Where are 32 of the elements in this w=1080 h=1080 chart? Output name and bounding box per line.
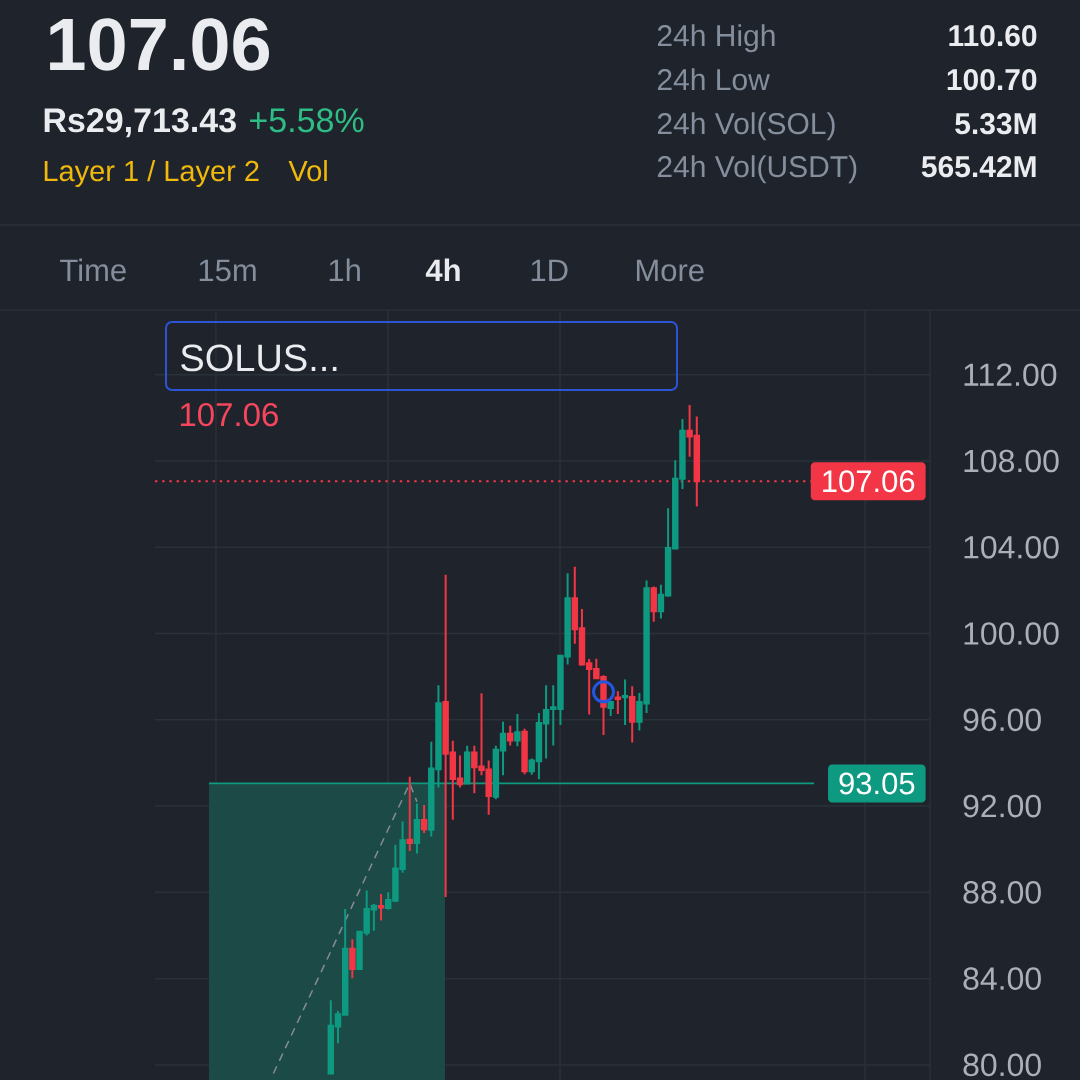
annotation: SOLUS... xyxy=(181,344,337,372)
text: 1D xyxy=(531,259,568,281)
text: 24h Vol(SOL) xyxy=(657,112,835,141)
text: 100.70 xyxy=(947,69,1037,91)
y-tick-label: 100.00 xyxy=(964,622,1059,645)
text: Time xyxy=(60,258,126,282)
text: Layer 1 / Layer 2 xyxy=(44,159,259,188)
ref-line-label: 107.06 xyxy=(823,470,915,493)
chart-title: 107.06 xyxy=(50,18,270,71)
y-tick-label: 112.00 xyxy=(964,363,1057,387)
text: More xyxy=(636,259,704,282)
y-tick-label: 96.00 xyxy=(963,708,1041,732)
text: 110.60 xyxy=(949,25,1037,47)
ref-line-label: 93.05 xyxy=(839,772,915,795)
y-tick-label: 84.00 xyxy=(963,967,1041,990)
y-tick-label: 88.00 xyxy=(963,881,1041,904)
text: 5.33M xyxy=(955,113,1036,135)
annotation: 107.06 xyxy=(180,402,278,427)
y-tick-label: 108.00 xyxy=(964,449,1059,473)
text: 24h High xyxy=(657,24,775,53)
text: +5.58% xyxy=(250,108,364,133)
text: 15m xyxy=(199,259,256,282)
text: 24h Low xyxy=(657,68,770,91)
y-tick-label: 104.00 xyxy=(964,535,1059,559)
text: 565.42M xyxy=(921,156,1036,178)
y-tick-label: 80.00 xyxy=(963,1053,1041,1077)
y-tick-label: 92.00 xyxy=(963,794,1041,818)
chart-subtitle: Rs29,713.43 xyxy=(44,108,236,138)
text: 24h Vol(USDT) xyxy=(657,155,857,184)
text: 1h xyxy=(329,258,360,281)
text: 4h xyxy=(425,258,460,281)
text: Vol xyxy=(288,159,327,182)
